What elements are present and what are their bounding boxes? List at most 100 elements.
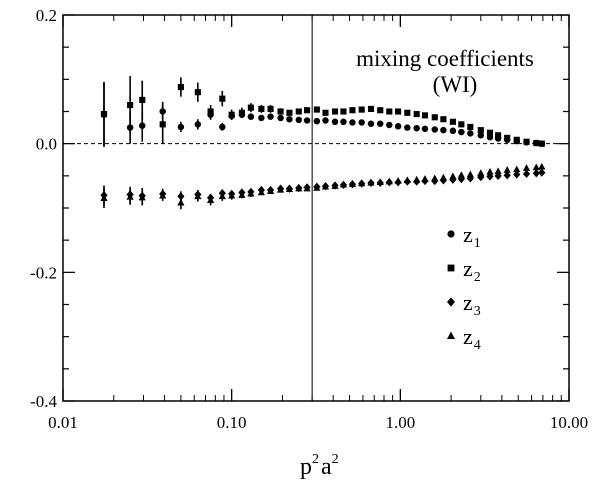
data-point-z3 bbox=[477, 172, 485, 182]
data-point-z4 bbox=[285, 185, 294, 193]
data-point-z1 bbox=[477, 132, 485, 139]
data-point-z2 bbox=[313, 106, 320, 113]
legend-label-z2: z2 bbox=[463, 256, 481, 285]
data-point-z4 bbox=[266, 187, 275, 194]
data-point-z2 bbox=[277, 108, 284, 115]
data-point-z4 bbox=[358, 179, 366, 187]
data-point-z2 bbox=[331, 108, 339, 115]
data-point-z1 bbox=[404, 124, 411, 131]
data-point-z2 bbox=[286, 109, 293, 116]
data-point-z3 bbox=[457, 174, 465, 184]
data-point-z2 bbox=[523, 138, 530, 145]
data-point-z4 bbox=[313, 184, 321, 191]
y-tick-labels: -0.4 -0.2 0.0 0.2 bbox=[30, 6, 57, 411]
data-point-z3 bbox=[503, 171, 511, 180]
data-point-z4 bbox=[126, 193, 134, 200]
data-point-z1 bbox=[267, 113, 274, 120]
data-point-z2 bbox=[377, 107, 384, 114]
data-point-z4 bbox=[503, 166, 511, 173]
data-point-z2 bbox=[340, 108, 347, 115]
data-point-z1 bbox=[376, 120, 384, 127]
data-point-z4 bbox=[439, 173, 447, 181]
data-point-z2 bbox=[477, 127, 484, 134]
data-point-z1 bbox=[277, 114, 284, 122]
data-point-z2 bbox=[267, 105, 274, 112]
data-point-z2 bbox=[538, 140, 545, 147]
data-point-z3 bbox=[494, 171, 502, 180]
data-point-z4 bbox=[457, 171, 465, 178]
data-point-z2 bbox=[219, 95, 226, 102]
data-point-z1 bbox=[349, 119, 356, 126]
data-point-z4 bbox=[194, 192, 202, 200]
data-point-z1 bbox=[295, 116, 303, 124]
legend-label-z3: z3 bbox=[463, 290, 481, 319]
data-point-z2 bbox=[295, 108, 302, 115]
x-tick-label: 1.00 bbox=[385, 413, 415, 432]
legend-marker-z2 bbox=[447, 264, 455, 272]
data-point-z1 bbox=[421, 125, 429, 133]
data-point-z2 bbox=[386, 108, 393, 115]
data-point-z4 bbox=[339, 180, 348, 188]
data-point-z1 bbox=[303, 117, 311, 124]
y-tick-label: 0.2 bbox=[36, 6, 57, 25]
data-point-z1 bbox=[449, 127, 457, 135]
data-point-z1 bbox=[413, 124, 420, 132]
data-point-z2 bbox=[467, 123, 474, 130]
data-point-z1 bbox=[367, 120, 375, 127]
data-point-z2 bbox=[139, 96, 146, 103]
legend-subscript: 2 bbox=[474, 270, 481, 285]
data-point-z4 bbox=[513, 165, 521, 173]
data-point-z2 bbox=[504, 134, 511, 141]
data-point-z4 bbox=[532, 163, 540, 171]
legend-subscript: 3 bbox=[474, 304, 481, 319]
data-point-z4 bbox=[295, 184, 303, 192]
data-point-z3 bbox=[522, 169, 531, 179]
data-point-z2 bbox=[322, 109, 329, 116]
data-point-z1 bbox=[340, 118, 347, 126]
data-point-z1 bbox=[219, 123, 226, 131]
data-point-z4 bbox=[367, 178, 375, 186]
x-tick-label: 0.01 bbox=[48, 413, 78, 432]
data-point-z1 bbox=[313, 117, 321, 125]
y-tick-label: 0.0 bbox=[36, 135, 57, 154]
data-point-z4 bbox=[276, 186, 285, 193]
data-point-z4 bbox=[538, 162, 546, 170]
data-point-z4 bbox=[486, 168, 494, 175]
data-point-z3 bbox=[513, 170, 521, 179]
data-point-z2 bbox=[194, 89, 201, 96]
data-point-z2 bbox=[495, 132, 502, 139]
data-point-z1 bbox=[331, 118, 339, 126]
data-point-z4 bbox=[466, 170, 474, 178]
data-point-z4 bbox=[321, 182, 330, 190]
data-point-z4 bbox=[331, 182, 339, 189]
series-z4 bbox=[100, 162, 546, 210]
data-point-z4 bbox=[449, 172, 457, 180]
axis-ticks bbox=[62, 14, 570, 402]
x-axis-title: p2a2 bbox=[300, 452, 339, 480]
data-point-z4 bbox=[494, 167, 502, 175]
data-point-z4 bbox=[403, 176, 411, 184]
data-point-z2 bbox=[258, 105, 265, 112]
data-point-z2 bbox=[513, 136, 520, 143]
data-point-z4 bbox=[394, 177, 402, 184]
data-point-z2 bbox=[458, 121, 465, 128]
legend-label-z1: z1 bbox=[463, 222, 481, 251]
legend-marker-z4 bbox=[447, 331, 455, 339]
data-point-z4 bbox=[303, 184, 311, 192]
data-point-z4 bbox=[257, 188, 265, 196]
data-point-z4 bbox=[159, 191, 167, 199]
data-point-z2 bbox=[449, 118, 456, 125]
data-point-z2 bbox=[395, 108, 402, 115]
data-point-z2 bbox=[421, 112, 429, 119]
data-point-z2 bbox=[238, 109, 245, 116]
data-point-z1 bbox=[431, 126, 439, 133]
x-tick-label: 0.10 bbox=[217, 413, 247, 432]
data-point-z1 bbox=[386, 121, 393, 129]
data-point-z4 bbox=[177, 198, 185, 206]
data-point-z2 bbox=[159, 121, 166, 128]
data-point-z4 bbox=[238, 191, 246, 198]
legend-marker-z3 bbox=[447, 297, 455, 307]
legend: z1 z2 z3 z4 bbox=[447, 222, 481, 353]
data-point-z2 bbox=[207, 108, 214, 115]
